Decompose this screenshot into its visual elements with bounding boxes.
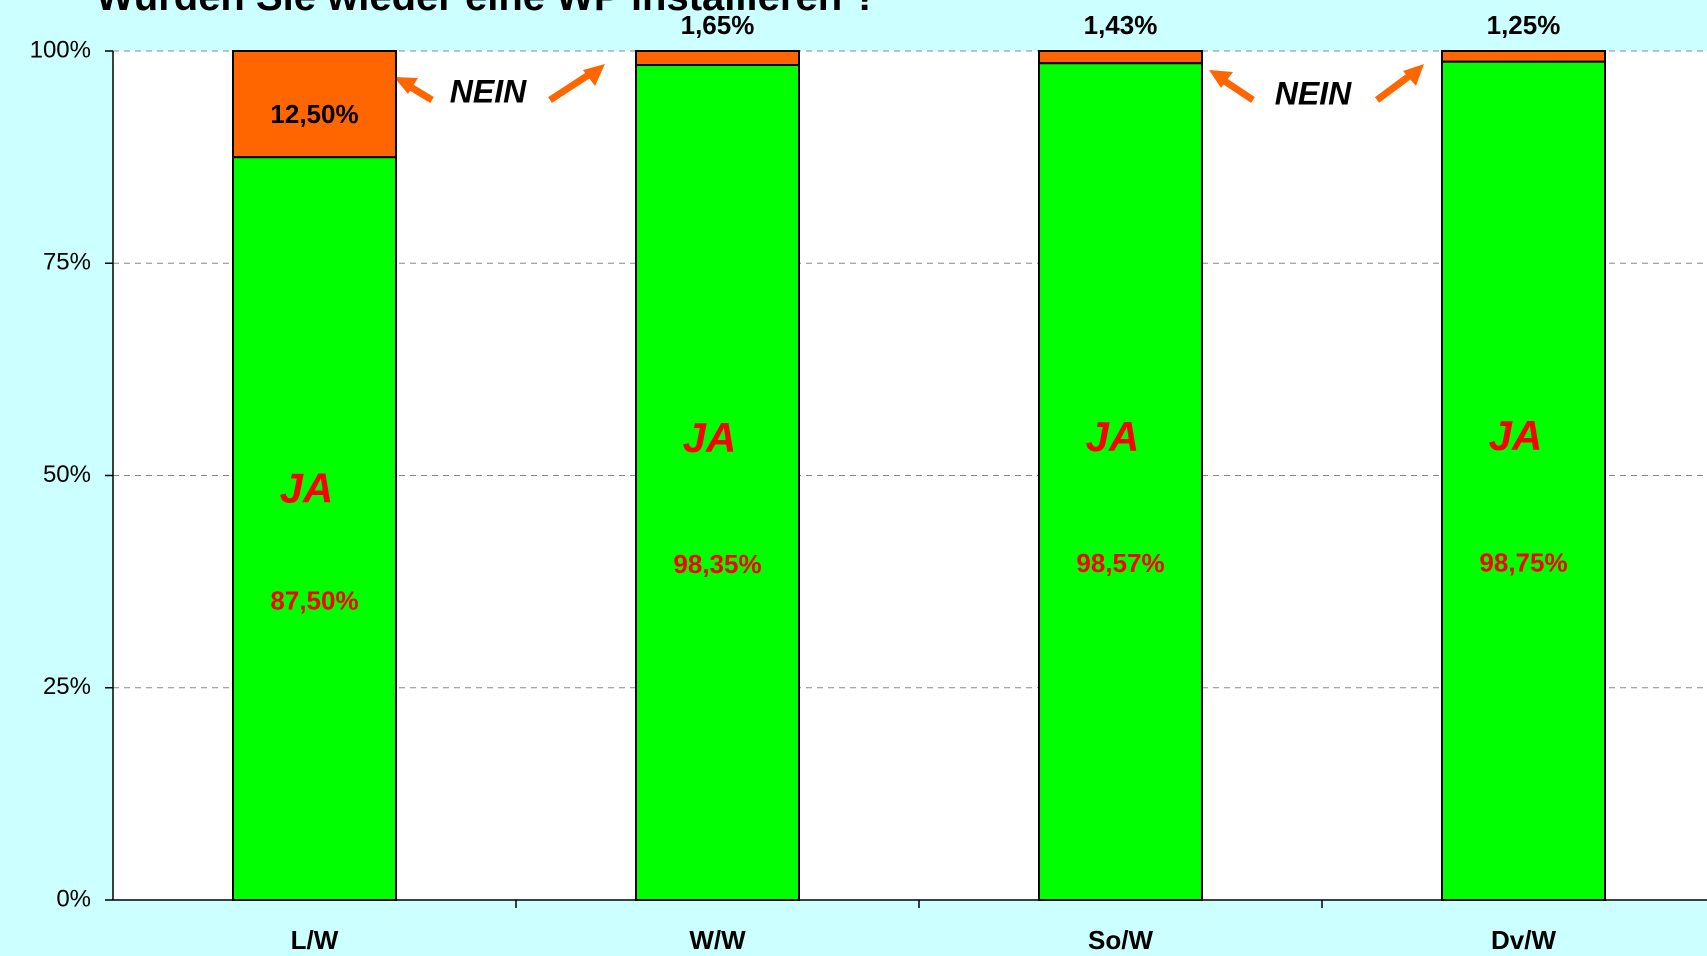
arrow [1374,71,1415,103]
bar-segment [1038,62,1203,902]
arrow-head [394,77,418,94]
x-tick-label: W/W [689,925,746,955]
ja-annotation: JA [1086,413,1140,460]
ja-annotation: JA [683,414,737,461]
y-tick-label: 100% [30,36,91,63]
value-label: 12,50% [270,99,358,129]
ja-annotation: JA [1489,412,1543,459]
y-tick-label: 25% [43,673,91,700]
ja-annotation: JA [280,465,334,512]
y-tick-label: 0% [56,885,91,912]
arrow-head [1403,64,1424,86]
x-tick-label: So/W [1088,925,1153,955]
arrow-head [1209,70,1233,88]
chart-title: Würden Sie wieder eine WP installieren ? [96,0,878,19]
value-label: 1,43% [1084,10,1158,40]
value-label: 87,50% [270,586,358,616]
arrow [548,71,592,103]
value-label: 98,35% [673,549,761,579]
value-label: 98,75% [1479,548,1567,578]
nein-annotation: NEIN [1275,75,1352,111]
x-tick-label: L/W [291,925,339,955]
value-label: 1,65% [681,10,755,40]
value-label: 98,57% [1076,548,1164,578]
bar-segment [635,64,800,902]
bar-segment [232,50,397,159]
bar-segment [1038,50,1203,65]
bar-segment [635,50,800,67]
bar-segment [1441,50,1606,63]
x-tick-label: Dv/W [1491,925,1556,955]
bar-segment [1441,60,1606,902]
nein-arrows [394,64,1424,103]
bar-segment [232,156,397,901]
y-tick-label: 75% [43,249,91,276]
arrow-head [583,64,605,86]
value-label: 1,25% [1487,10,1561,40]
nein-annotation: NEIN [450,73,527,109]
y-tick-label: 50% [43,461,91,488]
